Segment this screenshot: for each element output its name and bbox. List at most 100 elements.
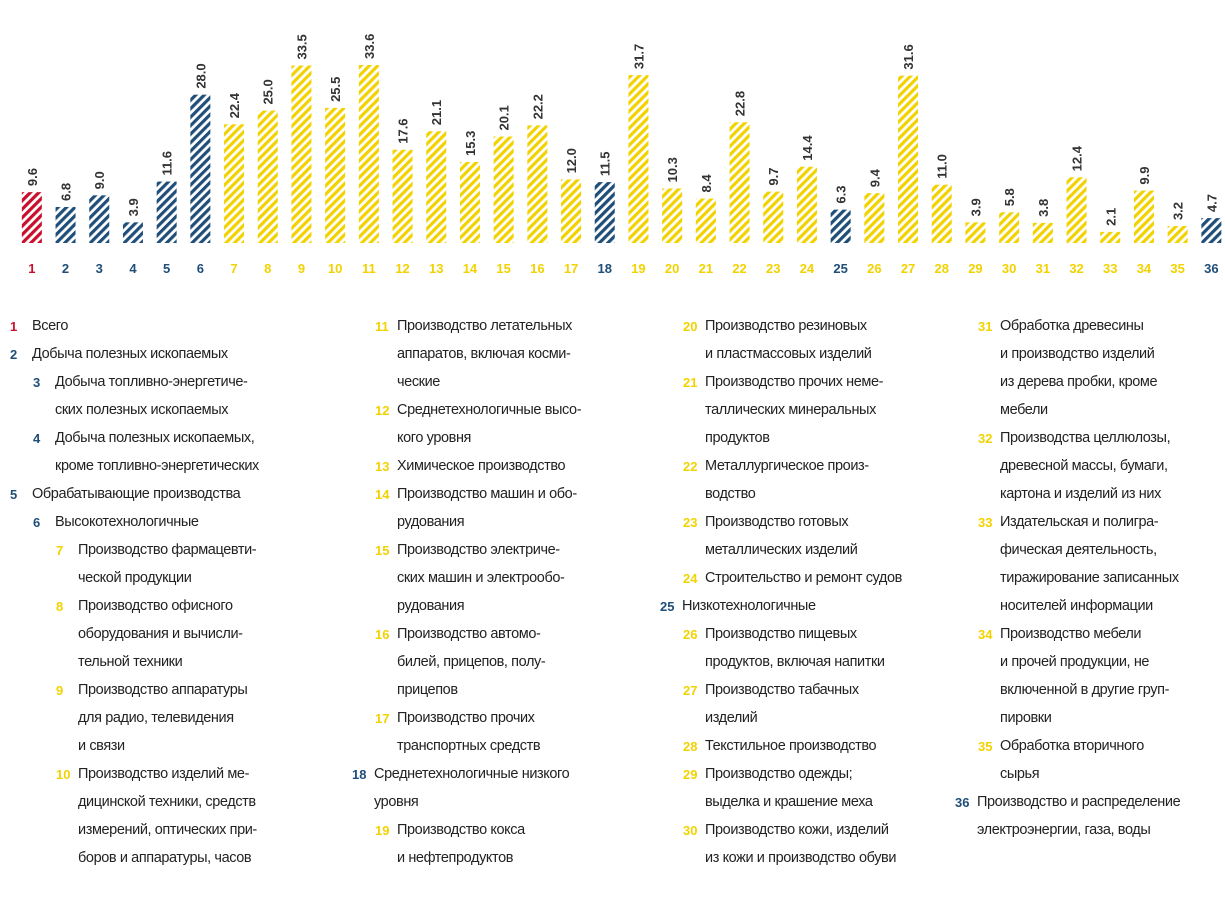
bar [898, 75, 919, 243]
legend-number: 13 [375, 459, 390, 474]
bar [729, 122, 750, 243]
category-label: 1 [28, 261, 35, 276]
legend-number: 28 [683, 739, 698, 754]
category-label: 3 [96, 261, 103, 276]
value-label: 11.0 [935, 154, 950, 179]
value-label: 14.4 [800, 135, 815, 161]
legend-number: 20 [683, 319, 698, 334]
category-label: 35 [1170, 261, 1184, 276]
legend-number: 19 [375, 823, 390, 838]
value-label: 17.6 [396, 118, 411, 143]
legend-number: 33 [978, 515, 993, 530]
legend-number: 2 [10, 347, 18, 362]
legend-number: 21 [683, 375, 698, 390]
bar [931, 184, 952, 243]
legend-number: 14 [375, 487, 390, 502]
legend-text: Производство электриче- ских машин и эле… [397, 542, 565, 614]
bar [190, 94, 211, 244]
category-label: 7 [230, 261, 237, 276]
legend-number: 22 [683, 459, 698, 474]
category-label: 16 [530, 261, 544, 276]
category-label: 5 [163, 261, 170, 276]
legend-text: Производство кокса и нефтепродуктов [397, 822, 525, 866]
legend-number: 1 [10, 319, 18, 334]
category-label: 4 [129, 261, 137, 276]
category-label: 29 [968, 261, 982, 276]
category-label: 18 [598, 261, 612, 276]
legend-text: Производство готовых металлических издел… [705, 514, 858, 558]
category-label: 34 [1137, 261, 1152, 276]
legend-number: 3 [33, 375, 41, 390]
value-label: 11.6 [160, 151, 175, 176]
legend-number: 25 [660, 599, 675, 614]
legend-number: 17 [375, 711, 390, 726]
category-label: 11 [362, 261, 376, 276]
value-label: 25.5 [328, 77, 343, 102]
bar [358, 65, 379, 243]
legend-number: 7 [56, 543, 64, 558]
value-label: 9.4 [867, 168, 882, 187]
bar [561, 179, 582, 243]
bar [628, 75, 649, 243]
value-label: 31.7 [631, 44, 646, 69]
legend-text: Всего [32, 318, 69, 334]
category-label: 8 [264, 261, 271, 276]
value-label: 21.1 [429, 100, 444, 125]
legend-text: Производство летательных аппаратов, вклю… [397, 318, 572, 390]
category-label: 6 [197, 261, 204, 276]
legend-number: 5 [10, 487, 18, 502]
legend-text: Химическое производство [397, 458, 566, 474]
legend-number: 16 [375, 627, 390, 642]
legend-text: Текстильное производство [705, 738, 877, 754]
category-label: 24 [800, 261, 815, 276]
value-label: 4.7 [1204, 194, 1219, 212]
bar [796, 166, 817, 243]
value-label: 2.1 [1103, 208, 1118, 226]
legend-text: Производство кожи, изделий из кожи и про… [705, 822, 897, 866]
value-label: 6.3 [834, 186, 849, 204]
legend-text: Производство прочих транспортных средств [397, 710, 541, 754]
bar [999, 212, 1020, 243]
category-label: 14 [463, 261, 478, 276]
category-label: 36 [1204, 261, 1218, 276]
bar [1066, 177, 1087, 243]
bar [459, 161, 480, 243]
value-label: 20.1 [497, 105, 512, 130]
value-label: 6.8 [59, 183, 74, 201]
category-label: 30 [1002, 261, 1016, 276]
legend-text: Добыча полезных ископаемых [32, 346, 228, 362]
bar [695, 198, 716, 243]
chart: 9.6 1 6.8 2 9.0 3 3.9 4 11.6 5 28.0 6 22.4 7 25.0 8 33.5… [21, 34, 1222, 276]
value-label: 15.3 [463, 131, 478, 156]
legend-number: 15 [375, 543, 390, 558]
legend-number: 29 [683, 767, 698, 782]
value-label: 12.0 [564, 148, 579, 173]
category-label: 2 [62, 261, 69, 276]
legend-text: Производство фармацевти- ческой продукци… [78, 542, 257, 586]
value-label: 22.2 [530, 94, 545, 119]
bar [594, 182, 615, 243]
value-label: 22.4 [227, 92, 242, 118]
value-label: 3.9 [126, 198, 141, 216]
value-label: 22.8 [733, 91, 748, 116]
bar [527, 125, 548, 243]
legend-number: 18 [352, 767, 367, 782]
bar [1032, 222, 1053, 243]
value-label: 12.4 [1070, 145, 1085, 171]
value-label: 31.6 [901, 44, 916, 69]
category-label: 19 [631, 261, 645, 276]
category-label: 15 [496, 261, 510, 276]
bar [965, 222, 986, 243]
category-label: 32 [1069, 261, 1083, 276]
value-label: 11.5 [598, 151, 613, 176]
value-label: 9.9 [1137, 166, 1152, 184]
bar [1133, 190, 1154, 243]
legend-number: 8 [56, 599, 64, 614]
value-label: 3.2 [1171, 202, 1186, 220]
legend-number: 12 [375, 403, 390, 418]
bar [21, 192, 42, 243]
legend-number: 30 [683, 823, 698, 838]
value-label: 3.8 [1036, 199, 1051, 217]
legend-text: Производство пищевых продуктов, включая … [705, 626, 885, 670]
category-label: 33 [1103, 261, 1117, 276]
